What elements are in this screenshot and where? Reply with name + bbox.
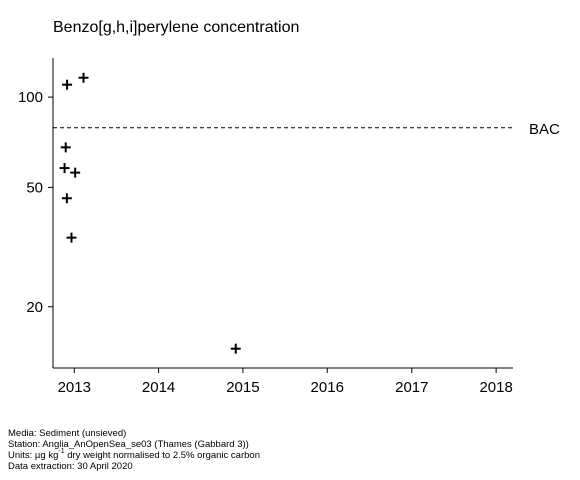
data-point bbox=[230, 343, 241, 354]
x-tick-label: 2017 bbox=[395, 379, 428, 396]
x-tick-label: 2013 bbox=[58, 379, 91, 396]
data-point bbox=[70, 167, 81, 178]
data-point bbox=[78, 72, 89, 83]
data-point bbox=[62, 79, 73, 90]
y-tick-label: 100 bbox=[18, 89, 43, 106]
chart-title: Benzo[g,h,i]perylene concentration bbox=[53, 19, 300, 36]
x-tick-label: 2014 bbox=[142, 379, 175, 396]
media-text: Media: Sediment (unsieved) bbox=[8, 428, 127, 439]
y-tick-label: 20 bbox=[26, 299, 43, 316]
x-tick-label: 2016 bbox=[311, 379, 344, 396]
units-text: Units: µg kg-1 dry weight normalised to … bbox=[8, 447, 260, 461]
bac-label: BAC bbox=[529, 121, 560, 138]
data-point bbox=[60, 142, 71, 153]
y-tick-label: 50 bbox=[26, 179, 43, 196]
metadata-block: Media: Sediment (unsieved) Station: Angl… bbox=[8, 428, 260, 472]
station-text: Station: Anglia_AnOpenSea_se03 (Thames (… bbox=[8, 439, 249, 450]
x-tick-label: 2015 bbox=[226, 379, 259, 396]
data-point bbox=[61, 193, 72, 204]
x-tick-label: 2018 bbox=[479, 379, 512, 396]
data-point bbox=[59, 163, 70, 174]
data-point bbox=[66, 232, 77, 243]
extraction-text: Data extraction: 30 April 2020 bbox=[8, 461, 133, 472]
